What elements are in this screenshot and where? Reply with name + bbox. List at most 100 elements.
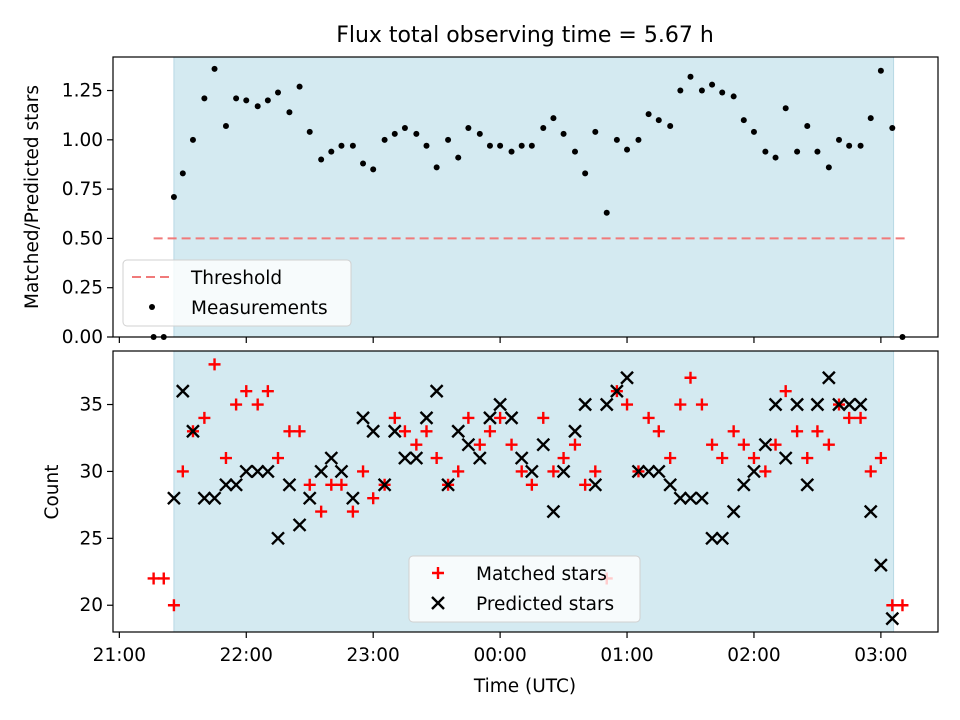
predicted-star-point [239,464,254,479]
predicted-star-point [250,464,265,479]
matched-star-point [811,425,824,438]
measurement-point [645,111,652,118]
matched-star-point [398,425,411,438]
top-panel: 0.00 0.25 0.50 0.75 1.00 1.25 [62,56,939,348]
matched-star-point [208,358,221,371]
matched-star-point [642,411,655,424]
matched-star-point [367,492,380,505]
matched-star-point [547,465,560,478]
predicted-star-point [197,491,212,506]
matched-star-point [483,425,496,438]
matched-star-point [706,438,719,451]
measurement-point [370,166,377,173]
measurement-point [677,87,684,94]
matched-star-point [230,398,243,411]
measurement-point [804,123,811,130]
predicted-star-point [472,451,487,465]
matched-star-point [515,465,528,478]
matched-star-point [303,478,316,491]
predicted-star-point [885,611,900,626]
matched-star-point [525,478,538,491]
predicted-star-point [207,491,222,506]
measurement-point [391,130,398,137]
x-tick-label: 03:00 [854,645,907,666]
measurement-point [381,136,388,143]
predicted-star-point [705,531,719,546]
top-y-tick-label: 1.00 [62,130,103,151]
predicted-star-point [747,464,761,479]
predicted-star-point [663,477,678,492]
legend-threshold-label: Threshold [190,268,282,289]
matched-star-point [167,599,180,612]
measurement-point [465,124,472,131]
top-y-tick-label: 1.25 [62,81,103,102]
predicted-star-point [758,437,773,452]
matched-star-point [695,398,708,411]
predicted-star-point [778,451,793,465]
predicted-star-point [810,397,825,412]
predicted-star-point [504,411,519,425]
measurement-point [518,142,525,149]
measurement-point [560,130,567,137]
predicted-star-point [588,477,603,492]
matched-star-point [579,478,592,491]
matched-star-point [283,425,296,438]
measurement-point [550,115,557,122]
measurement-point [349,142,356,149]
top-y-tick-label: 0.50 [62,228,103,249]
measurement-point [709,81,716,88]
matched-star-point [886,599,899,612]
measurement-point [846,142,853,149]
predicted-star-point [683,491,698,506]
matched-star-point [747,452,760,465]
predicted-star-point [610,384,624,398]
matched-star-point [346,505,359,518]
legend-box [122,259,352,327]
predicted-star-point [429,384,444,398]
x-tick-label: 00:00 [473,645,526,666]
measurement-point [508,148,515,155]
measurement-point [889,124,896,131]
measurement-point [719,89,726,96]
top-y-tick-label: 0.25 [62,278,103,299]
predicted-star-point [620,370,634,385]
predicted-star-point [334,464,349,479]
measurement-point [836,136,842,143]
matched-star-point [674,398,687,411]
predicted-star-point [821,370,836,385]
matched-star-point [569,438,581,451]
measurement-point [286,109,293,116]
predicted-star-point [324,451,339,465]
x-tick-label: 01:00 [600,645,653,666]
matched-star-point [462,411,475,424]
top-y-tick-label: 0.75 [62,179,103,200]
matched-star-point [357,465,370,478]
matched-star-point [791,425,804,438]
bottom-y-tick-label: 30 [79,461,103,482]
matched-star-point [843,411,856,424]
measurement-point [497,142,504,149]
predicted-star-point [641,464,656,479]
matched-star-point [452,465,465,478]
measurement-point [772,154,779,161]
measurement-point [740,117,747,124]
x-tick-label: 21:00 [93,645,146,666]
measurement-point [413,130,420,137]
predicted-star-point [726,504,741,519]
predicted-star-point [314,464,329,479]
predicted-star-point [419,411,434,425]
predicted-star-point [292,518,307,532]
x-tick-label: 23:00 [347,645,400,666]
measurement-point [635,136,642,143]
predicted-star-point [673,491,688,506]
matched-star-point [779,385,792,398]
matched-star-point [219,452,232,465]
predicted-star-point [493,397,507,412]
measurement-point [306,128,313,135]
bottom-y-tick-label: 20 [79,595,103,616]
measurement-point [445,136,452,143]
legend-box [408,555,641,623]
measurement-point [877,67,884,74]
measurement-point [867,115,874,122]
